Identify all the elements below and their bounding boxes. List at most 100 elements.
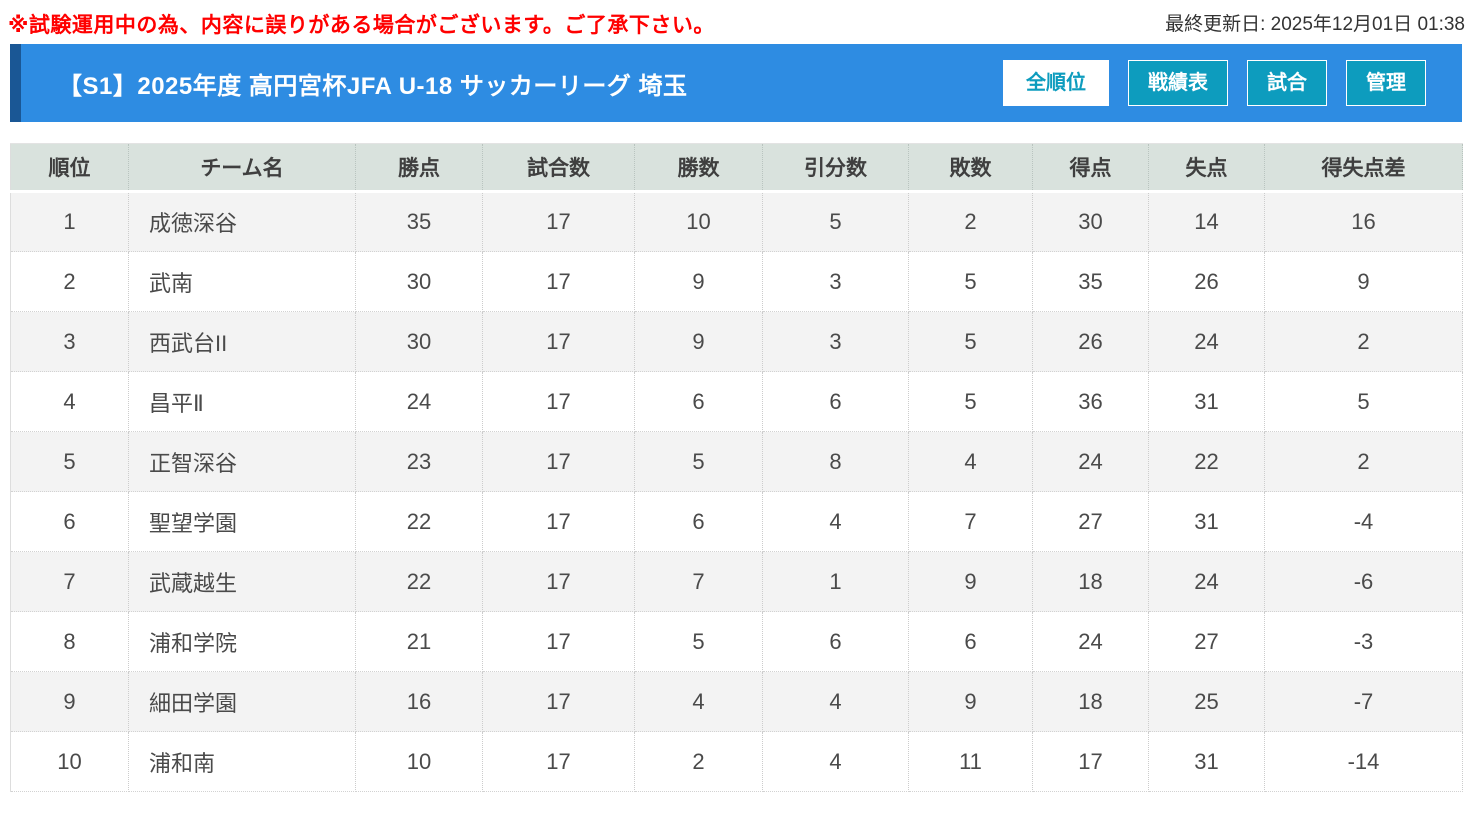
cell-points: 16: [355, 671, 483, 732]
table-row: 9 細田学園 16 17 4 4 9 18 25 -7: [10, 671, 1463, 732]
header-tabs: 全順位 戦績表 試合 管理: [1003, 60, 1426, 106]
cell-points: 24: [355, 371, 483, 432]
cell-points: 21: [355, 611, 483, 672]
cell-team-name: 浦和南: [128, 731, 356, 792]
cell-draws: 4: [762, 491, 909, 552]
cell-points: 22: [355, 491, 483, 552]
cell-losses: 7: [908, 491, 1033, 552]
cell-points: 23: [355, 431, 483, 492]
cell-wins: 5: [634, 431, 763, 492]
col-header-team-name: チーム名: [128, 143, 356, 193]
cell-team-name: 昌平Ⅱ: [128, 371, 356, 432]
cell-goal-difference: -6: [1264, 551, 1463, 612]
table-row: 6 聖望学園 22 17 6 4 7 27 31 -4: [10, 491, 1463, 552]
cell-rank: 8: [10, 611, 129, 672]
cell-rank: 6: [10, 491, 129, 552]
cell-goal-difference: -7: [1264, 671, 1463, 732]
cell-matches: 17: [482, 551, 635, 612]
cell-team-name: 武南: [128, 251, 356, 312]
cell-wins: 2: [634, 731, 763, 792]
table-row: 5 正智深谷 23 17 5 8 4 24 22 2: [10, 431, 1463, 492]
cell-losses: 9: [908, 671, 1033, 732]
cell-goals-for: 18: [1032, 671, 1149, 732]
cell-team-name: 細田学園: [128, 671, 356, 732]
table-row: 3 西武台II 30 17 9 3 5 26 24 2: [10, 311, 1463, 372]
col-header-goals-for: 得点: [1032, 143, 1149, 193]
cell-goals-for: 27: [1032, 491, 1149, 552]
cell-goals-against: 31: [1148, 371, 1265, 432]
cell-matches: 17: [482, 311, 635, 372]
cell-goal-difference: -4: [1264, 491, 1463, 552]
cell-wins: 9: [634, 251, 763, 312]
cell-points: 35: [355, 191, 483, 252]
cell-team-name: 成徳深谷: [128, 191, 356, 252]
cell-goals-against: 31: [1148, 491, 1265, 552]
col-header-rank: 順位: [10, 143, 129, 193]
cell-draws: 3: [762, 311, 909, 372]
cell-team-name: 正智深谷: [128, 431, 356, 492]
cell-goal-difference: 2: [1264, 311, 1463, 372]
table-row: 10 浦和南 10 17 2 4 11 17 31 -14: [10, 731, 1463, 792]
cell-wins: 4: [634, 671, 763, 732]
tab-results-grid[interactable]: 戦績表: [1128, 60, 1228, 106]
col-header-wins: 勝数: [634, 143, 763, 193]
cell-team-name: 西武台II: [128, 311, 356, 372]
cell-wins: 10: [634, 191, 763, 252]
cell-goals-for: 24: [1032, 431, 1149, 492]
top-bar: ※試験運用中の為、内容に誤りがある場合がございます。ご了承下さい。 最終更新日:…: [0, 0, 1477, 44]
cell-rank: 10: [10, 731, 129, 792]
cell-wins: 6: [634, 371, 763, 432]
cell-draws: 6: [762, 371, 909, 432]
cell-draws: 3: [762, 251, 909, 312]
cell-rank: 5: [10, 431, 129, 492]
cell-goals-against: 24: [1148, 311, 1265, 372]
col-header-matches-played: 試合数: [482, 143, 635, 193]
cell-goals-against: 14: [1148, 191, 1265, 252]
cell-goals-for: 30: [1032, 191, 1149, 252]
cell-matches: 17: [482, 191, 635, 252]
table-header-row: 順位 チーム名 勝点 試合数 勝数 引分数 敗数 得点 失点 得失点差: [10, 143, 1463, 193]
table-row: 7 武蔵越生 22 17 7 1 9 18 24 -6: [10, 551, 1463, 612]
tab-all-rankings[interactable]: 全順位: [1003, 60, 1109, 106]
cell-matches: 17: [482, 731, 635, 792]
cell-draws: 5: [762, 191, 909, 252]
table-row: 1 成徳深谷 35 17 10 5 2 30 14 16: [10, 191, 1463, 252]
cell-rank: 4: [10, 371, 129, 432]
last-updated-text: 最終更新日: 2025年12月01日 01:38: [1165, 14, 1465, 35]
cell-wins: 9: [634, 311, 763, 372]
cell-losses: 5: [908, 311, 1033, 372]
cell-rank: 9: [10, 671, 129, 732]
cell-draws: 6: [762, 611, 909, 672]
cell-goal-difference: -14: [1264, 731, 1463, 792]
cell-matches: 17: [482, 251, 635, 312]
cell-wins: 7: [634, 551, 763, 612]
cell-rank: 3: [10, 311, 129, 372]
cell-goals-against: 31: [1148, 731, 1265, 792]
cell-goals-for: 24: [1032, 611, 1149, 672]
cell-rank: 7: [10, 551, 129, 612]
cell-goals-for: 26: [1032, 311, 1149, 372]
cell-losses: 11: [908, 731, 1033, 792]
cell-rank: 2: [10, 251, 129, 312]
col-header-losses: 敗数: [908, 143, 1033, 193]
col-header-draws: 引分数: [762, 143, 909, 193]
tab-admin[interactable]: 管理: [1346, 60, 1426, 106]
tab-matches[interactable]: 試合: [1247, 60, 1327, 106]
cell-wins: 5: [634, 611, 763, 672]
cell-goal-difference: 5: [1264, 371, 1463, 432]
league-header-bar: 【S1】2025年度 高円宮杯JFA U-18 サッカーリーグ 埼玉 全順位 戦…: [10, 44, 1462, 122]
cell-losses: 5: [908, 251, 1033, 312]
cell-team-name: 聖望学園: [128, 491, 356, 552]
cell-losses: 5: [908, 371, 1033, 432]
cell-rank: 1: [10, 191, 129, 252]
cell-matches: 17: [482, 611, 635, 672]
cell-goals-against: 27: [1148, 611, 1265, 672]
cell-matches: 17: [482, 431, 635, 492]
cell-goals-against: 26: [1148, 251, 1265, 312]
cell-goals-against: 22: [1148, 431, 1265, 492]
cell-draws: 4: [762, 671, 909, 732]
cell-points: 10: [355, 731, 483, 792]
cell-goal-difference: -3: [1264, 611, 1463, 672]
cell-draws: 8: [762, 431, 909, 492]
table-row: 4 昌平Ⅱ 24 17 6 6 5 36 31 5: [10, 371, 1463, 432]
